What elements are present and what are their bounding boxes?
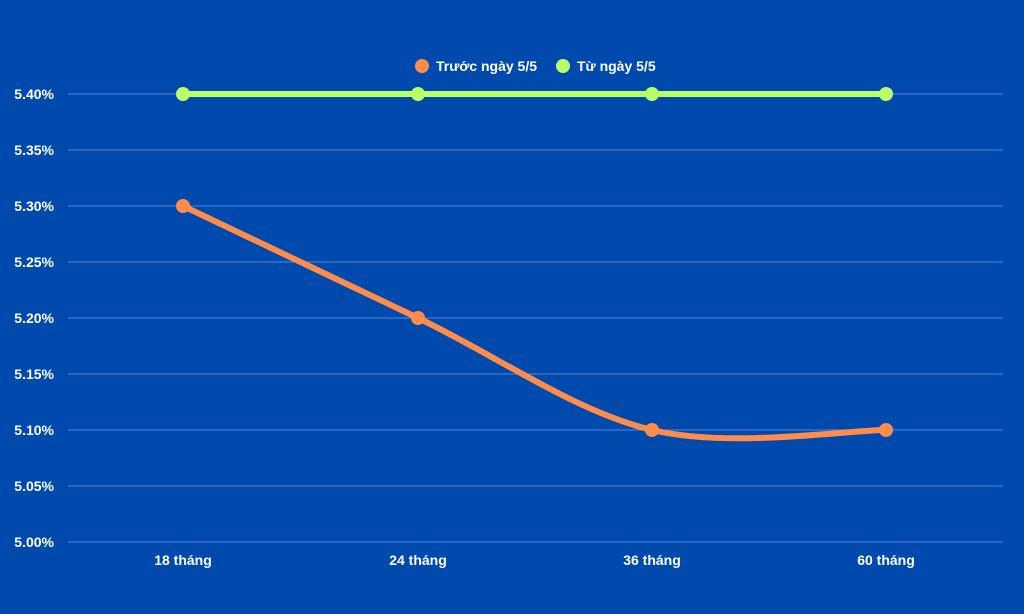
series-lines [176, 87, 893, 442]
data-point [879, 87, 893, 101]
y-tick-label: 5.15% [14, 366, 54, 382]
legend-marker [556, 59, 570, 73]
grid-lines [68, 93, 1003, 543]
data-point [411, 87, 425, 101]
legend: Trước ngày 5/5 Từ ngày 5/5 [415, 58, 656, 74]
y-tick-label: 5.20% [14, 310, 54, 326]
y-axis-ticks: 5.00% 5.05% 5.10% 5.15% 5.20% 5.25% 5.30% 5.35%… [14, 86, 54, 550]
x-axis-ticks: 18 tháng 24 tháng 36 tháng 60 tháng [154, 552, 915, 568]
data-point [645, 87, 659, 101]
data-point [879, 423, 893, 437]
y-tick-label: 5.25% [14, 254, 54, 270]
legend-label: Từ ngày 5/5 [577, 58, 656, 74]
data-point [176, 87, 190, 101]
x-tick-label: 60 tháng [857, 552, 915, 568]
y-tick-label: 5.35% [14, 142, 54, 158]
x-tick-label: 36 tháng [623, 552, 681, 568]
data-point [645, 423, 659, 437]
y-tick-label: 5.30% [14, 198, 54, 214]
x-tick-label: 24 tháng [389, 552, 447, 568]
legend-marker [415, 59, 429, 73]
y-tick-label: 5.05% [14, 478, 54, 494]
series-line-1 [180, 203, 889, 442]
y-tick-label: 5.00% [14, 534, 54, 550]
legend-label: Trước ngày 5/5 [436, 58, 537, 74]
y-tick-label: 5.10% [14, 422, 54, 438]
y-tick-label: 5.40% [14, 86, 54, 102]
data-point [176, 199, 190, 213]
x-tick-label: 18 tháng [154, 552, 212, 568]
data-point [411, 311, 425, 325]
